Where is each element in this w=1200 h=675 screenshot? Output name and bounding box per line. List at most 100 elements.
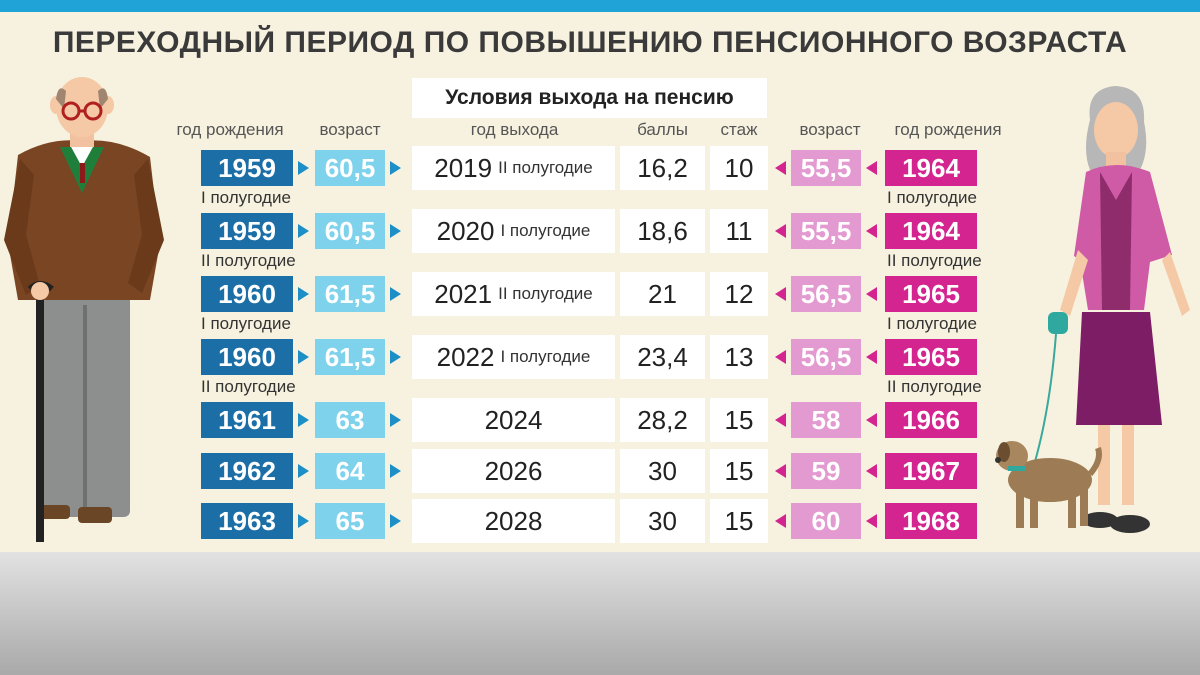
points-cell: 21 bbox=[620, 272, 705, 316]
points-cell: 16,2 bbox=[620, 146, 705, 190]
men-birth-year: 1961 bbox=[201, 402, 293, 438]
men-retirement-age: 61,5 bbox=[315, 339, 385, 375]
arrow-right-icon bbox=[298, 350, 309, 364]
table-subtitle: Условия выхода на пенсию bbox=[412, 78, 767, 118]
points-cell: 30 bbox=[620, 449, 705, 493]
arrow-right-icon bbox=[390, 224, 401, 238]
exit-year-cell: 2026 bbox=[412, 449, 615, 493]
women-retirement-age: 56,5 bbox=[791, 276, 861, 312]
exit-year: 2024 bbox=[484, 404, 543, 435]
header-women-age: возраст bbox=[799, 120, 861, 139]
women-half-year-label: II полугодие bbox=[887, 251, 982, 270]
header-exit-year: год выхода bbox=[470, 120, 559, 139]
arrow-right-icon bbox=[390, 464, 401, 478]
women-birth-year: 1966 bbox=[885, 402, 977, 438]
arrow-left-icon bbox=[866, 464, 877, 478]
arrow-left-icon bbox=[866, 161, 877, 175]
arrow-right-icon bbox=[298, 464, 309, 478]
exit-year: 2020 bbox=[436, 215, 495, 246]
women-retirement-age: 55,5 bbox=[791, 150, 861, 186]
exit-year: 2028 bbox=[484, 505, 543, 536]
arrow-right-icon bbox=[390, 161, 401, 175]
header-women-birth-year: год рождения bbox=[894, 120, 1002, 139]
points-cell: 23,4 bbox=[620, 335, 705, 379]
women-birth-year: 1967 bbox=[885, 453, 977, 489]
top-accent-bar bbox=[0, 0, 1200, 12]
header-men-age: возраст bbox=[319, 120, 381, 139]
page-title: ПЕРЕХОДНЫЙ ПЕРИОД ПО ПОВЫШЕНИЮ ПЕНСИОННО… bbox=[52, 26, 1128, 59]
experience-cell: 15 bbox=[710, 398, 768, 442]
exit-year-cell: 2022 I полугодие bbox=[412, 335, 615, 379]
header-men-birth-year: год рождения bbox=[176, 120, 284, 139]
exit-year: 2019 bbox=[434, 152, 493, 183]
arrow-left-icon bbox=[775, 287, 786, 301]
women-half-year-label: I полугодие bbox=[887, 188, 977, 207]
women-birth-year: 1964 bbox=[885, 213, 977, 249]
exit-year-cell: 2024 bbox=[412, 398, 615, 442]
arrow-right-icon bbox=[298, 287, 309, 301]
men-half-year-label: II полугодие bbox=[201, 251, 296, 270]
points-cell: 30 bbox=[620, 499, 705, 543]
exit-year: 2022 bbox=[436, 341, 495, 372]
arrow-left-icon bbox=[775, 350, 786, 364]
arrow-left-icon bbox=[866, 350, 877, 364]
women-birth-year: 1965 bbox=[885, 339, 977, 375]
experience-cell: 11 bbox=[710, 209, 768, 253]
men-retirement-age: 63 bbox=[315, 402, 385, 438]
women-retirement-age: 55,5 bbox=[791, 213, 861, 249]
experience-cell: 15 bbox=[710, 449, 768, 493]
arrow-left-icon bbox=[866, 287, 877, 301]
experience-cell: 15 bbox=[710, 499, 768, 543]
arrow-left-icon bbox=[775, 413, 786, 427]
experience-cell: 10 bbox=[710, 146, 768, 190]
points-cell: 28,2 bbox=[620, 398, 705, 442]
header-experience: стаж bbox=[720, 120, 758, 139]
women-retirement-age: 56,5 bbox=[791, 339, 861, 375]
exit-half-year: II полугодие bbox=[498, 158, 593, 177]
women-half-year-label: II полугодие bbox=[887, 377, 982, 396]
arrow-right-icon bbox=[298, 413, 309, 427]
women-birth-year: 1968 bbox=[885, 503, 977, 539]
men-birth-year: 1959 bbox=[201, 150, 293, 186]
experience-cell: 12 bbox=[710, 272, 768, 316]
exit-year-cell: 2028 bbox=[412, 499, 615, 543]
header-points: баллы bbox=[637, 120, 688, 139]
arrow-left-icon bbox=[775, 161, 786, 175]
exit-year-cell: 2020 I полугодие bbox=[412, 209, 615, 253]
arrow-left-icon bbox=[866, 224, 877, 238]
men-retirement-age: 65 bbox=[315, 503, 385, 539]
men-birth-year: 1960 bbox=[201, 339, 293, 375]
men-half-year-label: II полугодие bbox=[201, 377, 296, 396]
women-retirement-age: 60 bbox=[791, 503, 861, 539]
arrow-right-icon bbox=[390, 514, 401, 528]
women-birth-year: 1965 bbox=[885, 276, 977, 312]
exit-half-year: I полугодие bbox=[500, 347, 591, 366]
arrow-right-icon bbox=[390, 287, 401, 301]
bottom-gray-band bbox=[0, 552, 1200, 675]
arrow-left-icon bbox=[775, 464, 786, 478]
exit-year: 2026 bbox=[484, 455, 543, 486]
men-retirement-age: 60,5 bbox=[315, 213, 385, 249]
men-retirement-age: 60,5 bbox=[315, 150, 385, 186]
exit-year: 2021 bbox=[434, 278, 493, 309]
old-man-figure bbox=[4, 77, 164, 542]
arrow-left-icon bbox=[775, 224, 786, 238]
women-retirement-age: 59 bbox=[791, 453, 861, 489]
arrow-right-icon bbox=[390, 350, 401, 364]
men-birth-year: 1962 bbox=[201, 453, 293, 489]
exit-half-year: II полугодие bbox=[498, 284, 593, 303]
arrow-left-icon bbox=[866, 514, 877, 528]
exit-half-year: I полугодие bbox=[500, 221, 591, 240]
arrow-right-icon bbox=[298, 224, 309, 238]
men-retirement-age: 64 bbox=[315, 453, 385, 489]
men-half-year-label: I полугодие bbox=[201, 314, 291, 333]
arrow-right-icon bbox=[298, 514, 309, 528]
women-birth-year: 1964 bbox=[885, 150, 977, 186]
points-cell: 18,6 bbox=[620, 209, 705, 253]
women-retirement-age: 58 bbox=[791, 402, 861, 438]
old-woman-figure bbox=[1033, 86, 1190, 533]
men-birth-year: 1960 bbox=[201, 276, 293, 312]
exit-year-cell: 2019 II полугодие bbox=[412, 146, 615, 190]
women-half-year-label: I полугодие bbox=[887, 314, 977, 333]
men-birth-year: 1959 bbox=[201, 213, 293, 249]
